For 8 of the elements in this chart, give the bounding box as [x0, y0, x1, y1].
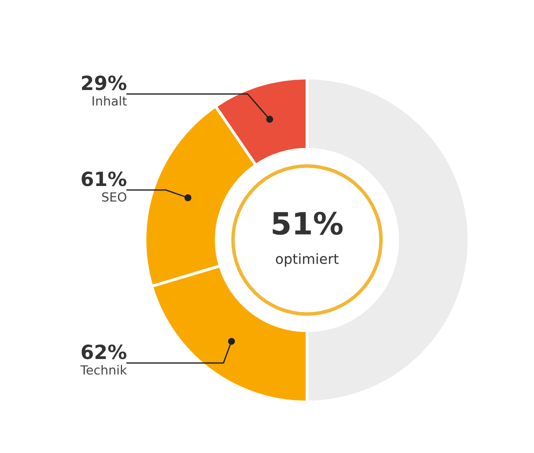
slice-label: SEO — [102, 192, 126, 202]
data-label: 29% — [82, 76, 126, 90]
data-label: 62% — [82, 344, 126, 360]
text: optimiert — [276, 253, 339, 267]
slice-label: Technik — [80, 365, 127, 375]
text: 51% — [272, 212, 343, 235]
data-label: 61% — [82, 172, 126, 186]
slice-label: Inhalt — [92, 96, 127, 106]
